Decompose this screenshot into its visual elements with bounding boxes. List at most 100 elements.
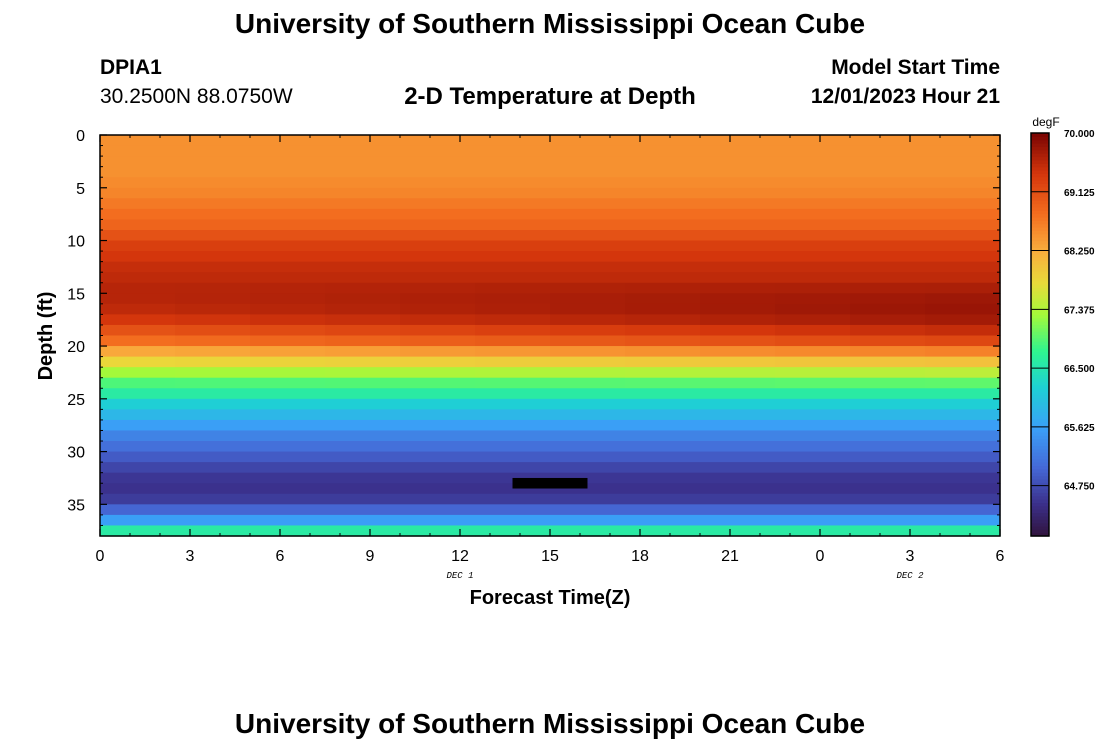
heatmap-cell	[775, 367, 851, 379]
heatmap-cell	[850, 462, 926, 474]
colorbar-band	[1031, 405, 1049, 409]
heatmap-cell	[250, 324, 326, 337]
heatmap-cell	[100, 303, 176, 315]
heatmap-cell	[475, 430, 551, 442]
heatmap-cell	[775, 441, 851, 453]
x-tick-label: 6	[996, 548, 1005, 565]
heatmap-cell	[775, 219, 851, 231]
heatmap-cell	[100, 282, 176, 294]
heatmap-cell	[850, 419, 926, 432]
heatmap-cell	[400, 177, 476, 189]
heatmap-cell	[625, 198, 701, 210]
colorbar-band	[1031, 337, 1049, 342]
heatmap-cell	[175, 208, 251, 221]
heatmap-cell	[400, 430, 476, 442]
heatmap-cell	[775, 504, 851, 516]
colorbar-tick-label: 64.750	[1064, 482, 1095, 493]
colorbar-band	[1031, 488, 1049, 493]
heatmap-cell	[325, 272, 401, 284]
colorbar-band	[1031, 294, 1049, 299]
heatmap-cell	[775, 145, 851, 157]
heatmap-cell	[550, 166, 626, 178]
heatmap-cell	[100, 419, 176, 432]
colorbar-band	[1031, 519, 1049, 524]
heatmap-cell	[325, 177, 401, 189]
heatmap-cell	[850, 367, 926, 379]
colorbar-band	[1031, 203, 1049, 208]
heatmap-cell	[475, 240, 551, 252]
heatmap-cell	[625, 472, 701, 484]
colorbar-band	[1031, 445, 1049, 450]
heatmap-cell	[175, 346, 251, 358]
heatmap-cell	[400, 251, 476, 263]
heatmap-cell	[550, 472, 626, 484]
heatmap-cell	[475, 335, 551, 347]
colorbar-tick-label: 65.625	[1064, 423, 1095, 434]
heatmap-cell	[475, 346, 551, 358]
heatmap-cell	[550, 441, 626, 453]
heatmap-cell	[850, 525, 926, 537]
colorbar-band	[1031, 334, 1049, 339]
heatmap-cell	[775, 525, 851, 537]
heatmap-cell	[400, 261, 476, 273]
heatmap-cell	[700, 272, 776, 284]
heatmap-cell	[625, 504, 701, 516]
heatmap-cell	[325, 261, 401, 273]
heatmap-cell	[250, 409, 326, 421]
x-tick-label: 9	[366, 548, 375, 565]
colorbar-band	[1031, 250, 1049, 255]
colorbar-band	[1031, 438, 1049, 443]
heatmap-cell	[625, 166, 701, 178]
heatmap-cell	[925, 135, 1001, 147]
heatmap-cell	[325, 398, 401, 410]
heatmap-cell	[550, 145, 626, 157]
colorbar-band	[1031, 166, 1049, 171]
colorbar-band	[1031, 270, 1049, 275]
heatmap-cell	[250, 483, 326, 495]
heatmap-cell	[250, 398, 326, 410]
heatmap-cell	[250, 525, 326, 537]
colorbar-band	[1031, 455, 1049, 460]
colorbar-band	[1031, 149, 1049, 154]
heatmap-cell	[550, 451, 626, 463]
heatmap-cell	[625, 335, 701, 347]
colorbar-band	[1031, 347, 1049, 352]
heatmap-cell	[175, 419, 251, 432]
heatmap-cell	[550, 525, 626, 537]
heatmap-cell	[100, 398, 176, 410]
colorbar-band	[1031, 408, 1049, 413]
heatmap-cell	[325, 303, 401, 315]
heatmap-cell	[400, 219, 476, 231]
heatmap-cell	[175, 198, 251, 210]
heatmap-cell	[325, 514, 401, 527]
heatmap-cell	[550, 229, 626, 242]
colorbar-band	[1031, 378, 1049, 383]
y-tick-label: 10	[67, 234, 85, 251]
heatmap-cell	[475, 367, 551, 379]
y-tick-label: 5	[76, 181, 85, 198]
heatmap-cell	[100, 472, 176, 484]
y-tick-label: 35	[67, 497, 85, 514]
heatmap-cell	[325, 198, 401, 210]
x-axis-title: Forecast Time(Z)	[470, 587, 631, 609]
heatmap-cell	[250, 388, 326, 400]
heatmap-cell	[925, 356, 1001, 368]
heatmap-cell	[775, 409, 851, 421]
heatmap-cell	[700, 261, 776, 273]
heatmap-cell	[550, 187, 626, 199]
colorbar-band	[1031, 136, 1049, 141]
heatmap-cell	[100, 251, 176, 263]
heatmap-cell	[850, 282, 926, 294]
colorbar-band	[1031, 230, 1049, 235]
colorbar-band	[1031, 368, 1049, 373]
date-label: DEC 1	[446, 571, 473, 581]
heatmap-cell	[925, 314, 1001, 326]
colorbar-band	[1031, 411, 1049, 416]
heatmap-cell	[325, 156, 401, 168]
heatmap-cell	[700, 293, 776, 305]
heatmap-cell	[250, 462, 326, 474]
heatmap-cell	[700, 504, 776, 516]
heatmap-cell	[100, 208, 176, 221]
x-tick-label: 0	[816, 548, 825, 565]
heatmap-cell	[625, 493, 701, 505]
